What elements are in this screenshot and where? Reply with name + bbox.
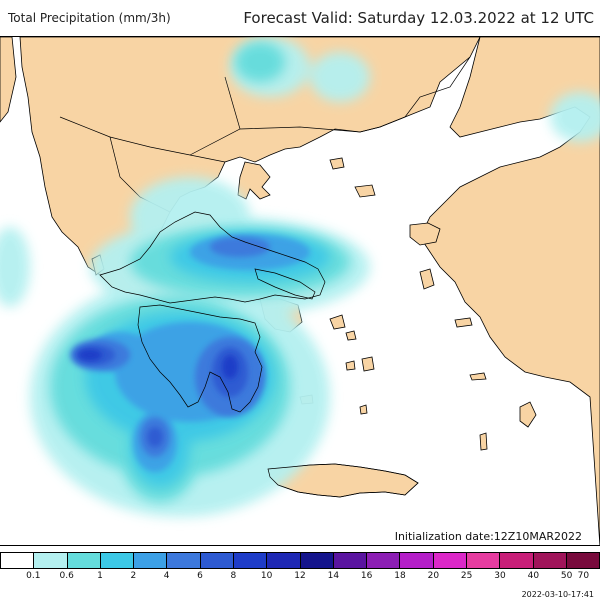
legend-tick-label: 18 [394,571,406,581]
legend-tick-label: 0.6 [59,571,74,581]
legend-swatch [1,553,35,568]
render-timestamp: 2022-03-10-17:41 [521,590,594,599]
legend-swatch [167,553,201,568]
legend-swatch [367,553,401,568]
legend-swatch [267,553,301,568]
land-thasos [329,157,345,170]
map-canvas [0,37,600,545]
legend-swatch [466,553,501,568]
map-header: Total Precipitation (mm/3h) Forecast Val… [0,0,600,36]
legend-swatch [300,553,334,568]
precipitation-field [0,37,600,517]
legend-tick-label: 2 [130,571,137,581]
legend-swatch [566,553,600,568]
legend-tick-label: 1 [97,571,103,581]
legend-tick-label: 50 [560,571,573,581]
precipitation-map: Initialization date:12Z10MAR2022 [0,36,600,546]
land-lemnos [354,184,376,198]
initialization-date: Initialization date:12Z10MAR2022 [392,530,584,543]
legend-tick-label: 16 [360,571,373,581]
legend-tick-label: 0.1 [26,571,41,581]
forecast-valid-label: Forecast Valid: Saturday 12.03.2022 at 1… [243,9,594,27]
legend-swatch [200,553,234,568]
land-rhodes [519,401,537,428]
legend-tick-label: 20 [427,571,440,581]
legend-swatch [134,553,168,568]
legend-swatch [34,553,68,568]
legend-swatch [67,553,101,568]
coastlines-overlay [99,211,419,498]
land-italy [0,37,17,123]
legend-tick-label: 25 [460,571,473,581]
legend-swatch [233,553,268,568]
legend-tick-label: 12 [294,571,306,581]
legend-tick-label: 70 [577,571,590,581]
legend-swatch [333,553,368,568]
land-chios [419,268,435,290]
legend-color-bar [0,552,600,569]
legend-tick-label: 10 [260,571,273,581]
land-lesbos [409,222,441,246]
land-tinos [345,330,357,341]
land-samos [454,317,473,328]
legend-swatch [500,553,534,568]
legend-tick-label: 8 [230,571,237,581]
land-naxos [361,356,375,372]
legend-tick-label: 4 [163,571,170,581]
legend-tick-label: 30 [494,571,506,581]
legend-swatch [400,553,434,568]
land-turkey [419,37,600,545]
legend-swatch [100,553,135,568]
legend-labels: 0.1 0.6 1 2 4 6 8 10 12 14 16 18 20 25 30 40 50 70 [0,571,600,585]
land-chalkidiki [237,161,271,200]
map-title: Total Precipitation (mm/3h) [8,11,171,25]
legend-swatch [433,553,467,568]
color-legend: 0.1 0.6 1 2 4 6 8 10 12 14 16 18 20 25 30 40 50 70 2022-0… [0,549,600,600]
land-karpathos [479,432,488,451]
legend-tick-label: 6 [197,571,203,581]
land-paros [345,360,356,371]
legend-tick-label: 14 [327,571,340,581]
legend-swatch [533,553,567,568]
land-kos [469,372,487,381]
legend-tick-label: 40 [527,571,540,581]
land-santorini [359,404,368,415]
land-andros [329,314,346,330]
